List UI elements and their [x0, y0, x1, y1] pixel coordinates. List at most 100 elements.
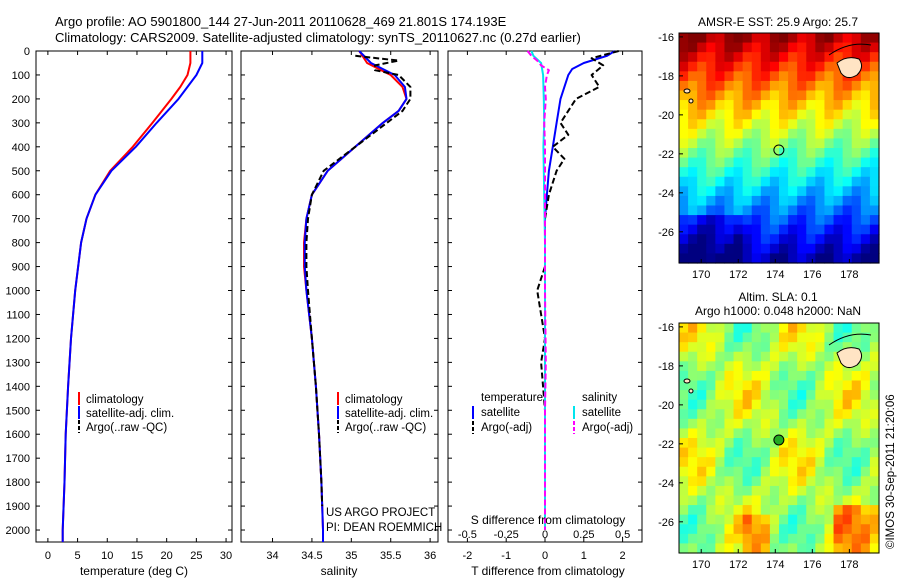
map-cell — [779, 466, 789, 477]
map-cell — [797, 42, 807, 53]
depth-tick-label: 200 — [12, 94, 30, 106]
map-cell — [788, 148, 798, 159]
map-cell — [815, 399, 826, 410]
map-cell — [815, 205, 826, 216]
map-cell — [697, 186, 707, 197]
map-cell — [724, 148, 735, 159]
map-cell — [797, 390, 807, 401]
map-cell — [833, 224, 844, 235]
map-cell — [842, 80, 853, 92]
map-cell — [815, 157, 826, 168]
map-cell — [779, 370, 789, 382]
map-cell — [779, 505, 789, 516]
map-cell — [769, 80, 780, 92]
map-cell — [706, 524, 716, 535]
map-cell — [860, 438, 871, 449]
map-cell — [688, 42, 698, 53]
map-cell — [869, 148, 880, 159]
map-cell — [806, 215, 816, 226]
map-cell — [724, 370, 735, 382]
map-cell — [797, 342, 807, 353]
map-cell — [769, 399, 780, 410]
map-cell — [715, 71, 726, 82]
map-cell — [788, 485, 798, 497]
map-cell — [724, 100, 735, 111]
map-cell — [679, 90, 689, 101]
map-cell — [833, 533, 844, 545]
map-cell — [842, 119, 853, 130]
map-cell — [742, 138, 753, 149]
map-cell — [788, 332, 798, 343]
map-cell — [869, 195, 880, 207]
project-name: US ARGO PROJECT — [326, 507, 435, 519]
map-cell — [706, 90, 716, 101]
map-cell — [869, 215, 880, 226]
map-cell — [806, 370, 816, 382]
map-cell — [806, 332, 816, 343]
map-cell — [769, 100, 780, 111]
map-cell — [806, 428, 816, 439]
map-cell — [697, 505, 707, 516]
map-cell — [724, 71, 735, 82]
map-cell — [751, 370, 762, 382]
map-cell — [706, 457, 716, 468]
map-cell — [797, 418, 807, 430]
map-cell — [869, 157, 880, 168]
map-cell — [860, 361, 871, 372]
map-cell — [742, 224, 753, 235]
map-cell — [760, 323, 771, 334]
map-cell — [751, 361, 762, 372]
map-cell — [797, 533, 807, 545]
map-cell — [751, 438, 762, 449]
project-pi: PI: DEAN ROEMMICH — [326, 522, 442, 534]
map-cell — [760, 224, 771, 235]
map-cell — [824, 476, 835, 487]
x-tick-label: 1 — [581, 550, 587, 562]
map-cell — [751, 253, 762, 264]
depth-tick-label: 2000 — [6, 525, 30, 537]
map-cell — [851, 342, 862, 353]
series-line-argo---raw--qc- — [305, 54, 412, 507]
map-cell — [724, 52, 735, 63]
map-cell — [806, 514, 816, 525]
map-cell — [769, 505, 780, 516]
map-cell — [815, 148, 826, 159]
map-cell — [779, 543, 789, 554]
map-cell — [806, 342, 816, 353]
salinity-legend: climatology satellite-adj. clim. Argo(..… — [337, 392, 433, 434]
map-cell — [760, 176, 771, 187]
map-cell — [733, 42, 744, 53]
map-cell — [833, 342, 844, 353]
map-cell — [679, 243, 689, 255]
map-cell — [851, 380, 862, 391]
map-cell — [779, 514, 789, 525]
map-cell — [788, 215, 798, 226]
map-cell — [769, 176, 780, 187]
map-cell — [833, 447, 844, 458]
map-cell — [724, 361, 735, 372]
depth-tick-label: 300 — [12, 118, 30, 130]
map-cell — [724, 409, 735, 420]
map-cell — [806, 543, 816, 554]
map-cell — [679, 323, 689, 334]
legend-argo-label: Argo(..raw -QC) — [345, 422, 426, 434]
map-cell — [851, 543, 862, 554]
map-cell — [715, 323, 726, 334]
map-cell — [815, 466, 826, 477]
lat-tick-label: -26 — [658, 227, 674, 239]
map-cell — [788, 505, 798, 516]
map-cell — [779, 418, 789, 430]
map-cell — [851, 205, 862, 216]
map-cell — [842, 323, 853, 334]
map-cell — [688, 167, 698, 178]
map-cell — [688, 109, 698, 120]
map-cell — [806, 476, 816, 487]
map-cell — [715, 351, 726, 362]
map-cell — [851, 215, 862, 226]
map-cell — [742, 100, 753, 111]
map-cell — [715, 234, 726, 245]
map-cell — [715, 61, 726, 72]
map-cell — [815, 505, 826, 516]
map-cell — [724, 195, 735, 207]
map-cell — [751, 80, 762, 92]
